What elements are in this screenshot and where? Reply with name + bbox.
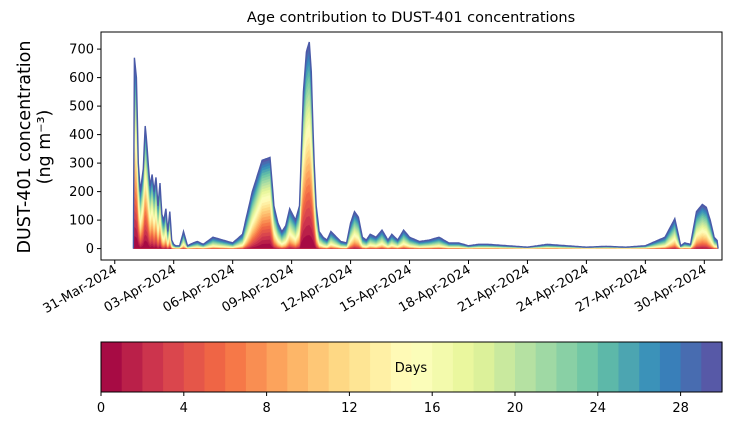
colorbar-tick-label: 16 [424,401,441,416]
y-tick-label: 500 [69,100,94,115]
age-band-area-28 [133,47,719,249]
colorbar-band [370,342,392,392]
colorbar-tick-label: 0 [97,401,105,416]
y-axis: 0 100 200 300 400 500 600 700 [69,43,101,257]
colorbar-band [142,342,164,392]
colorbar-band [225,342,247,392]
colorbar-band [411,342,433,392]
y-axis-label-line2: (ng m⁻³) [35,110,55,185]
age-band-area-19 [133,99,719,249]
colorbar-band [101,342,123,392]
y-axis-label: DUST-401 concentration (ng m⁻³) [15,41,55,254]
age-band-area-27 [133,53,719,249]
colorbar-tick-label: 28 [672,401,689,416]
colorbar-band [577,342,599,392]
colorbar-label: Days [395,361,428,376]
plot-frame [100,31,723,261]
y-tick-label: 400 [69,128,94,143]
colorbar-band [659,342,682,392]
colorbar-band [515,342,537,392]
colorbar-band [245,342,268,392]
colorbar-band [183,342,206,392]
chart-title: Age contribution to DUST-401 concentrati… [247,10,575,26]
colorbar-band [639,342,661,392]
age-band-area-13 [133,136,719,249]
colorbar-tick-label: 24 [590,401,607,416]
colorbar-tick-label: 12 [341,401,358,416]
colorbar-band [349,342,371,392]
y-tick-label: 200 [69,185,94,200]
colorbar-band [163,342,185,392]
colorbar-band [432,342,454,392]
age-band-area-22 [133,81,719,249]
total-concentration-line [132,41,719,249]
age-band-area-18 [133,105,719,249]
stacked-age-areas [132,41,719,249]
colorbar-band [308,342,330,392]
y-tick-label: 600 [69,71,94,86]
colorbar-frame [100,341,723,393]
age-band-area-16 [133,117,719,249]
colorbar-band [452,342,475,392]
age-band-area-23 [133,75,719,249]
age-band-area-26 [133,58,719,249]
age-band-area-15 [133,123,719,249]
colorbar-band [266,342,288,392]
age-band-area-9 [133,162,719,249]
age-band-area-10 [133,156,719,249]
colorbar-tick-label: 4 [180,401,188,416]
colorbar-tick-label: 20 [507,401,524,416]
y-tick-label: 100 [69,214,94,229]
colorbar-band [204,342,226,392]
colorbar-band [535,342,557,392]
y-axis-label-line1: DUST-401 concentration [15,41,35,254]
age-band-area-21 [133,87,719,249]
colorbar-band [618,342,640,392]
age-band-area-17 [133,111,719,249]
colorbar-band [494,342,516,392]
age-band-area-25 [133,64,719,249]
colorbar-band [390,342,413,392]
colorbar-band [701,342,723,392]
age-band-area-14 [133,129,719,249]
colorbar-band [597,342,620,392]
colorbar-tick-label: 8 [262,401,270,416]
colorbar-band [680,342,702,392]
colorbar-band [473,342,495,392]
x-axis: 31-Mar-202403-Apr-202406-Apr-202409-Apr-… [41,260,709,317]
days-colorbar [101,342,723,392]
y-tick-label: 700 [69,43,94,58]
colorbar-band [287,342,309,392]
colorbar-band [121,342,143,392]
age-band-area-11 [133,149,719,249]
colorbar-band [556,342,578,392]
age-band-area-24 [133,70,719,249]
age-band-area-20 [133,93,719,249]
colorbar-band [328,342,350,392]
age-band-area-12 [133,142,719,249]
age-band-area-7 [133,176,719,249]
y-tick-label: 0 [86,242,94,257]
age-band-area-8 [133,169,719,249]
age-band-area-29 [133,42,719,249]
colorbar-axis: 0 4 8 12 16 20 24 28 [97,392,689,416]
y-tick-label: 300 [69,157,94,172]
